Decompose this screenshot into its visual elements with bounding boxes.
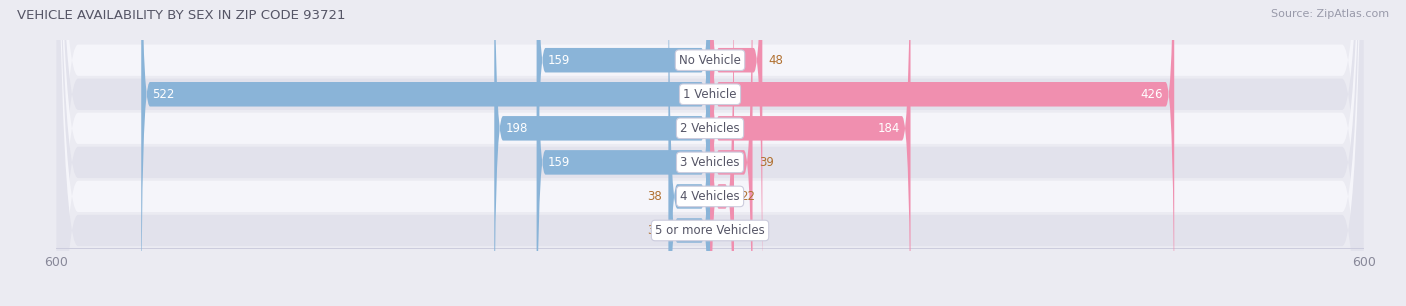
FancyBboxPatch shape [537,0,710,306]
Text: 184: 184 [877,122,900,135]
Text: 522: 522 [152,88,174,101]
Text: 38: 38 [647,190,662,203]
Text: 38: 38 [647,224,662,237]
FancyBboxPatch shape [56,0,1364,306]
Text: 22: 22 [741,190,755,203]
Text: VEHICLE AVAILABILITY BY SEX IN ZIP CODE 93721: VEHICLE AVAILABILITY BY SEX IN ZIP CODE … [17,9,346,22]
FancyBboxPatch shape [56,0,1364,306]
Text: 198: 198 [505,122,527,135]
Text: 48: 48 [769,54,783,67]
Text: 0: 0 [717,224,724,237]
FancyBboxPatch shape [537,0,710,306]
FancyBboxPatch shape [495,0,710,306]
Text: 159: 159 [548,156,569,169]
Text: Source: ZipAtlas.com: Source: ZipAtlas.com [1271,9,1389,19]
Text: 426: 426 [1140,88,1163,101]
FancyBboxPatch shape [56,0,1364,306]
FancyBboxPatch shape [710,0,762,306]
FancyBboxPatch shape [141,0,710,306]
Text: 39: 39 [759,156,773,169]
Text: 5 or more Vehicles: 5 or more Vehicles [655,224,765,237]
FancyBboxPatch shape [710,0,911,306]
Text: 3 Vehicles: 3 Vehicles [681,156,740,169]
Text: 159: 159 [548,54,569,67]
FancyBboxPatch shape [56,0,1364,306]
FancyBboxPatch shape [710,0,752,306]
FancyBboxPatch shape [56,0,1364,306]
FancyBboxPatch shape [710,0,1174,306]
FancyBboxPatch shape [669,0,710,306]
FancyBboxPatch shape [669,0,710,306]
FancyBboxPatch shape [710,0,734,306]
Text: 1 Vehicle: 1 Vehicle [683,88,737,101]
Text: No Vehicle: No Vehicle [679,54,741,67]
Text: 2 Vehicles: 2 Vehicles [681,122,740,135]
FancyBboxPatch shape [56,0,1364,306]
Text: 4 Vehicles: 4 Vehicles [681,190,740,203]
